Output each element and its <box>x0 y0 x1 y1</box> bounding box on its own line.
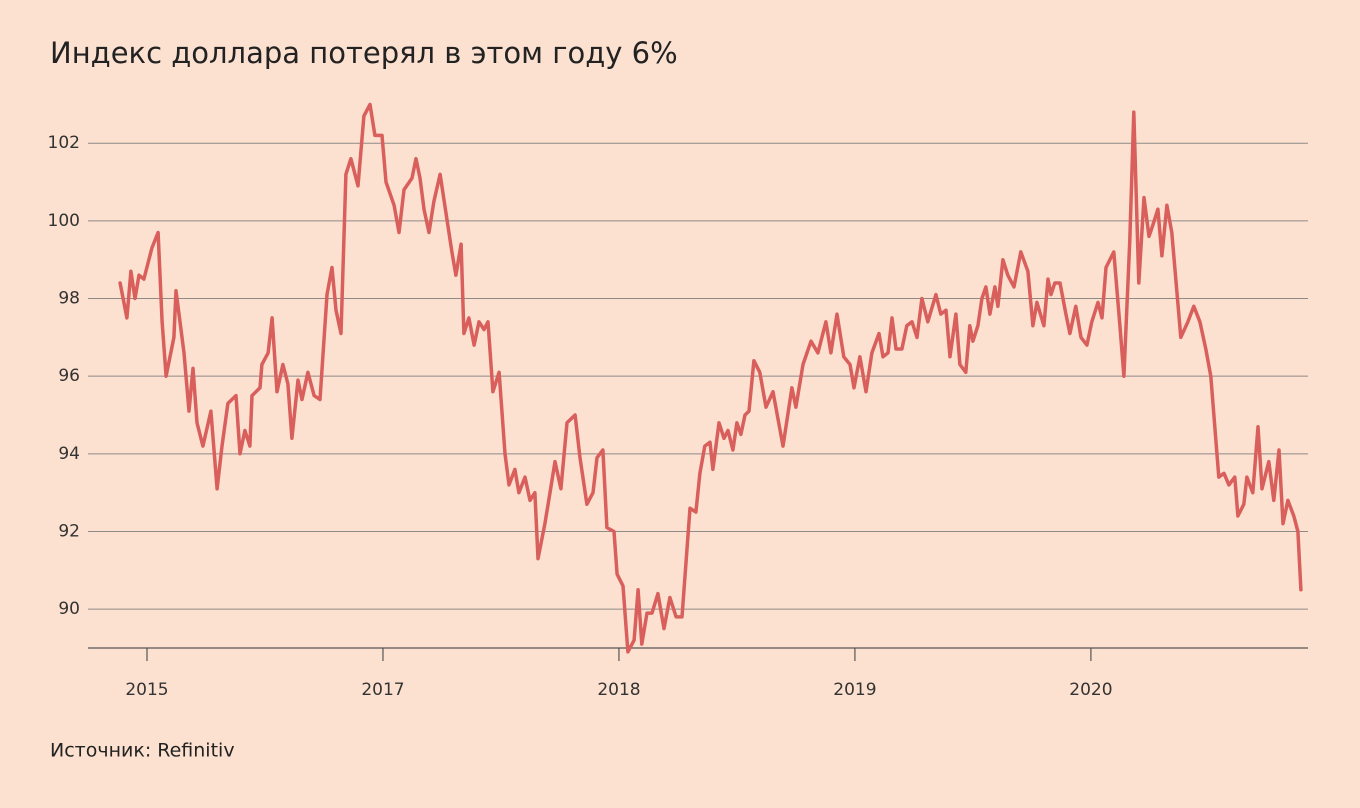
chart-title: Индекс доллара потерял в этом году 6% <box>50 36 678 70</box>
data-line <box>118 102 1303 654</box>
y-tick-label: 100 <box>48 211 80 231</box>
y-tick-label: 96 <box>58 366 80 386</box>
y-tick-label: 102 <box>48 133 80 153</box>
x-tick-label: 2017 <box>361 680 404 700</box>
x-tick-label: 2015 <box>125 680 168 700</box>
x-tick-label: 2019 <box>833 680 876 700</box>
x-tick-label: 2018 <box>597 680 640 700</box>
y-tick-label: 94 <box>58 444 80 464</box>
source: Источник: Refinitiv <box>50 740 235 762</box>
x-tick-label: 2020 <box>1069 680 1112 700</box>
y-tick-label: 92 <box>58 522 80 542</box>
y-tick-label: 98 <box>58 289 80 309</box>
y-tick-label: 90 <box>58 599 80 619</box>
